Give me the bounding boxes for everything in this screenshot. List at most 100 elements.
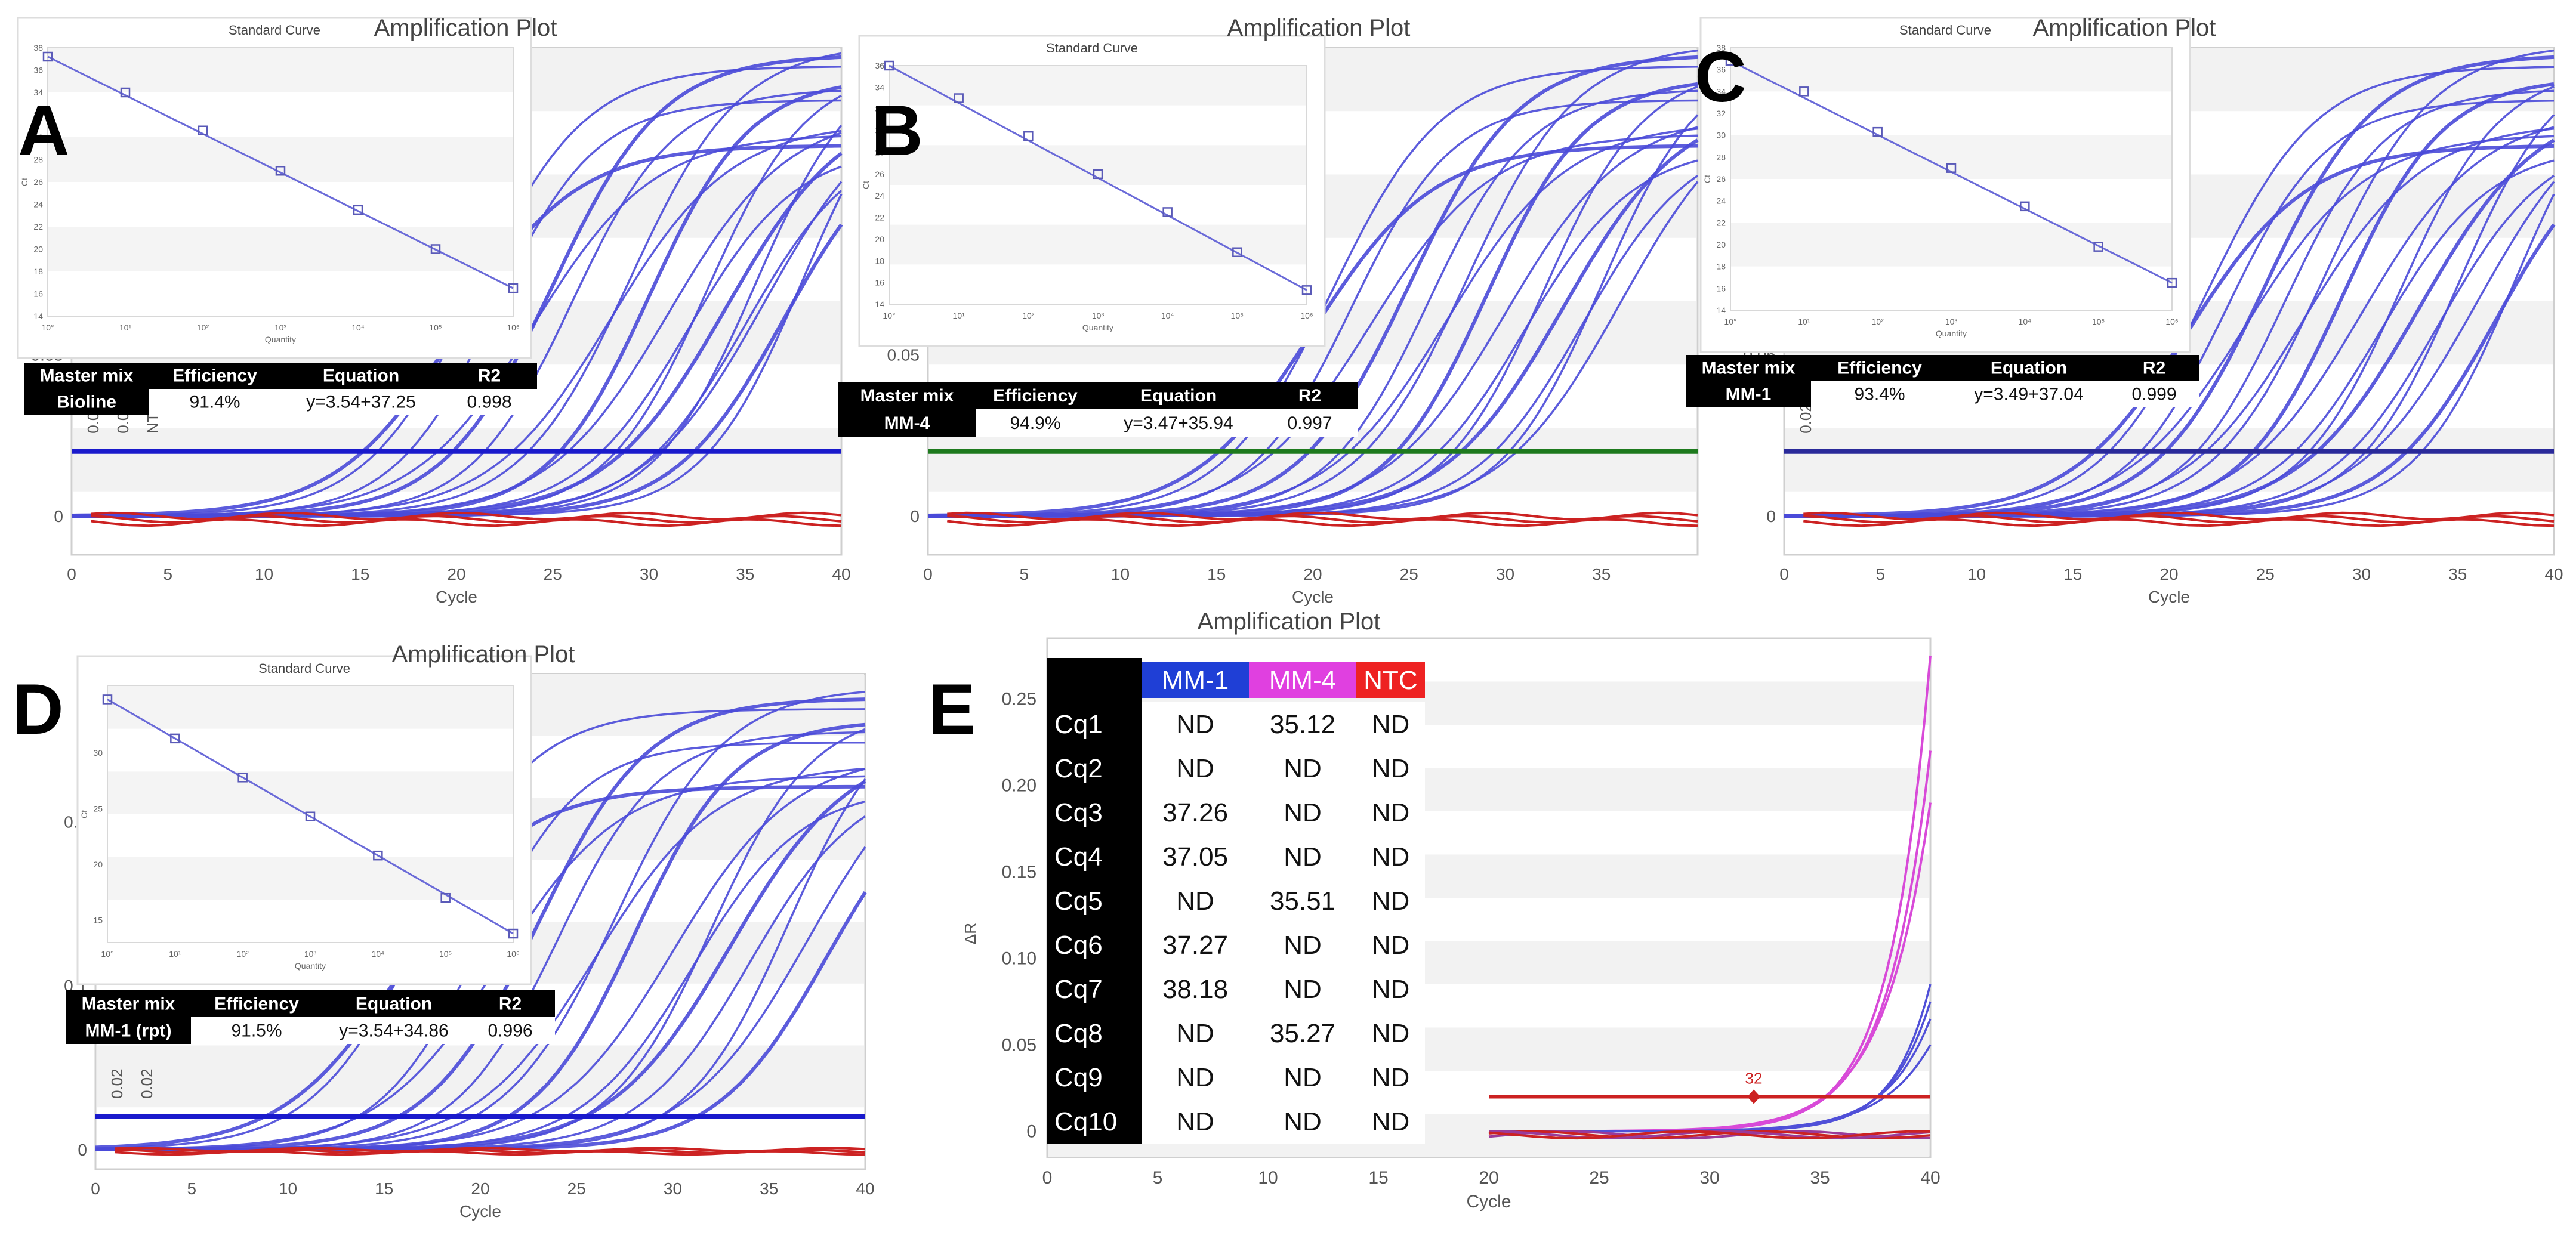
cq-cell: ND [1176,1019,1214,1048]
x-tick-label: 20 [1479,1168,1498,1188]
inset-x-tick: 10¹ [953,311,965,320]
table-cell: 0.998 [467,393,511,412]
table-first-cell-bg [66,1017,191,1044]
inset-y-tick: 32 [875,104,884,114]
x-tick-label: 25 [2256,565,2275,583]
cq-cell: ND [1372,842,1410,872]
inset-x-tick: 10² [197,323,209,332]
cq-row-label: Cq2 [1054,754,1103,783]
x-tick-label: 0 [1042,1168,1053,1188]
inset-grid-band [890,224,1306,265]
table-first-cell-bg [838,409,976,437]
inset-grid-band [108,771,513,814]
threshold-marker [1747,1089,1760,1104]
inset-y-label: Ct [79,810,89,818]
x-tick-label: 10 [1258,1168,1278,1188]
panel-letter: D [12,669,64,749]
standard-point [884,60,894,71]
table-first-cell-bg [24,389,149,415]
panel-title: Amplification Plot [392,641,575,668]
cq-cell: ND [1372,1107,1410,1136]
x-axis-label: Cycle [2148,588,2190,606]
cq-header-cell-bg [1047,662,1142,698]
x-tick-label: 40 [2544,565,2563,583]
inset-x-label: Quantity [1936,329,1967,338]
standard-point [2020,201,2030,212]
efficiency-table: Master mix MM-4 Efficiency 94.9% Equation y=3… [838,382,1358,437]
inset-x-label: Quantity [265,335,296,344]
cq-cell: ND [1284,975,1322,1004]
table-cell: Bioline [57,393,116,412]
cq-row-label: Cq8 [1054,1019,1103,1048]
inset-x-label: Quantity [1082,323,1113,332]
cq-header-cell-bg [1142,662,1249,698]
cq-cell: ND [1372,710,1410,739]
cq-cell: 37.27 [1162,931,1228,960]
y-tick-label: 0.05 [887,345,920,364]
inset-y-tick: 22 [1716,218,1726,227]
x-axis-label: Cycle [1466,1192,1511,1212]
x-tick-label: 30 [1496,565,1514,583]
x-axis-label: Cycle [459,1202,501,1221]
cq-cell: ND [1176,1107,1214,1136]
grid-band [73,428,840,492]
inset-grid-band [890,66,1306,106]
inset-y-tick: 24 [1716,196,1726,206]
inset-y-tick: 16 [875,278,884,288]
panel-a: 0510152025303540Cycle00.050.100.020.02NT… [17,17,851,606]
inset-title: Standard Curve [229,23,320,38]
inset-y-tick: 16 [33,289,43,299]
ntc-curve [1803,518,2555,527]
cq-cell: 35.51 [1270,886,1335,916]
inset-y-label: Ct [20,178,29,186]
cq-cell: ND [1372,931,1410,960]
panel-b: 05101520253035Cycle00.050.100.020.02Stan… [838,35,1699,606]
inset-x-tick: 10⁵ [2092,317,2105,326]
y-tick-label: 0.15 [1002,863,1036,882]
table-cell: 0.996 [488,1021,532,1040]
standard-point [102,694,113,705]
regression-line [47,55,514,289]
cq-cell: 35.12 [1270,710,1335,739]
inset-y-tick: 14 [33,311,43,321]
y-tick-label: 0 [78,1141,87,1159]
inset-grid-band [48,48,513,92]
inset-x-tick: 10° [41,323,54,332]
table-cell: 94.9% [1010,413,1060,433]
table-header-bg [66,990,555,1017]
cq-cell: 37.26 [1162,798,1228,827]
x-tick-label: 5 [163,565,172,583]
x-tick-label: 5 [1153,1168,1163,1188]
inset-y-tick: 38 [33,43,43,52]
inset-y-tick: 30 [33,132,43,142]
panel-letter: B [871,91,923,171]
cq-cell: 35.27 [1270,1019,1335,1048]
inset-y-tick: 24 [33,200,43,209]
threshold-value-label: 0.02 [138,1068,156,1099]
panel-title: Amplification Plot [1198,608,1381,635]
inset-x-tick: 10¹ [169,949,181,959]
inset-y-tick: 20 [875,234,884,244]
cq-row-label: Cq10 [1054,1107,1117,1136]
inset-x-tick: 10⁴ [1161,311,1174,320]
inset-y-tick: 36 [1716,65,1726,75]
standard-point [42,51,53,62]
y-tick-label: 0 [1766,507,1776,526]
x-tick-label: 30 [1699,1168,1719,1188]
inset-title: Standard Curve [1046,41,1138,55]
x-tick-label: 5 [1019,565,1029,583]
cq-label-column [1047,658,1142,1144]
x-tick-label: 0 [91,1179,100,1198]
cq-header-cell-bg [1356,662,1425,698]
inset-x-tick: 10² [1872,317,1884,326]
cq-header-cell: MM-1 [1162,666,1229,695]
cq-cell: ND [1372,754,1410,783]
inset-grid-band [1731,48,2171,92]
table-cell: y=3.49+37.04 [1974,385,2084,404]
x-tick-label: 10 [1967,565,1986,583]
table-header-cell: Efficiency [214,994,299,1014]
inset-y-tick: 32 [33,110,43,120]
table-cell: MM-1 (rpt) [85,1021,172,1040]
cq-cell: 37.05 [1162,842,1228,872]
standard-curve-inset: Standard Curve 10° 10¹ 10² 10³ 10⁴ 10⁵ 10⁶ 14 16 1… [1699,17,2191,353]
